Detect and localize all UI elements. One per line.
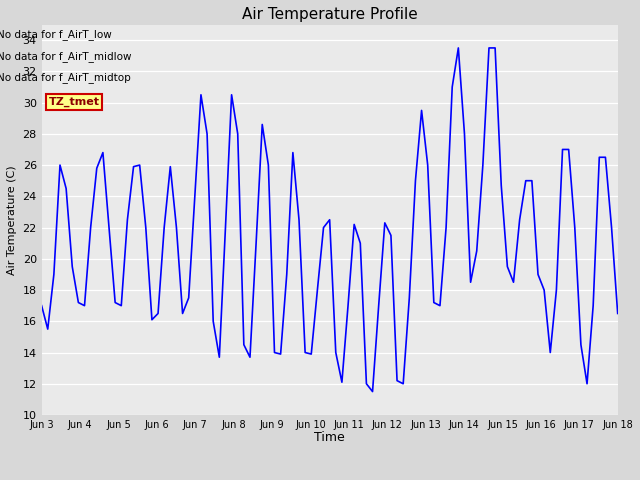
Text: No data for f_AirT_midlow: No data for f_AirT_midlow [0, 51, 131, 62]
Text: No data for f_AirT_midtop: No data for f_AirT_midtop [0, 72, 131, 84]
Text: TZ_tmet: TZ_tmet [49, 97, 100, 107]
Title: Air Temperature Profile: Air Temperature Profile [242, 7, 417, 22]
Y-axis label: Air Temperature (C): Air Temperature (C) [7, 165, 17, 275]
X-axis label: Time: Time [314, 431, 345, 444]
Text: No data for f_AirT_low: No data for f_AirT_low [0, 29, 111, 40]
